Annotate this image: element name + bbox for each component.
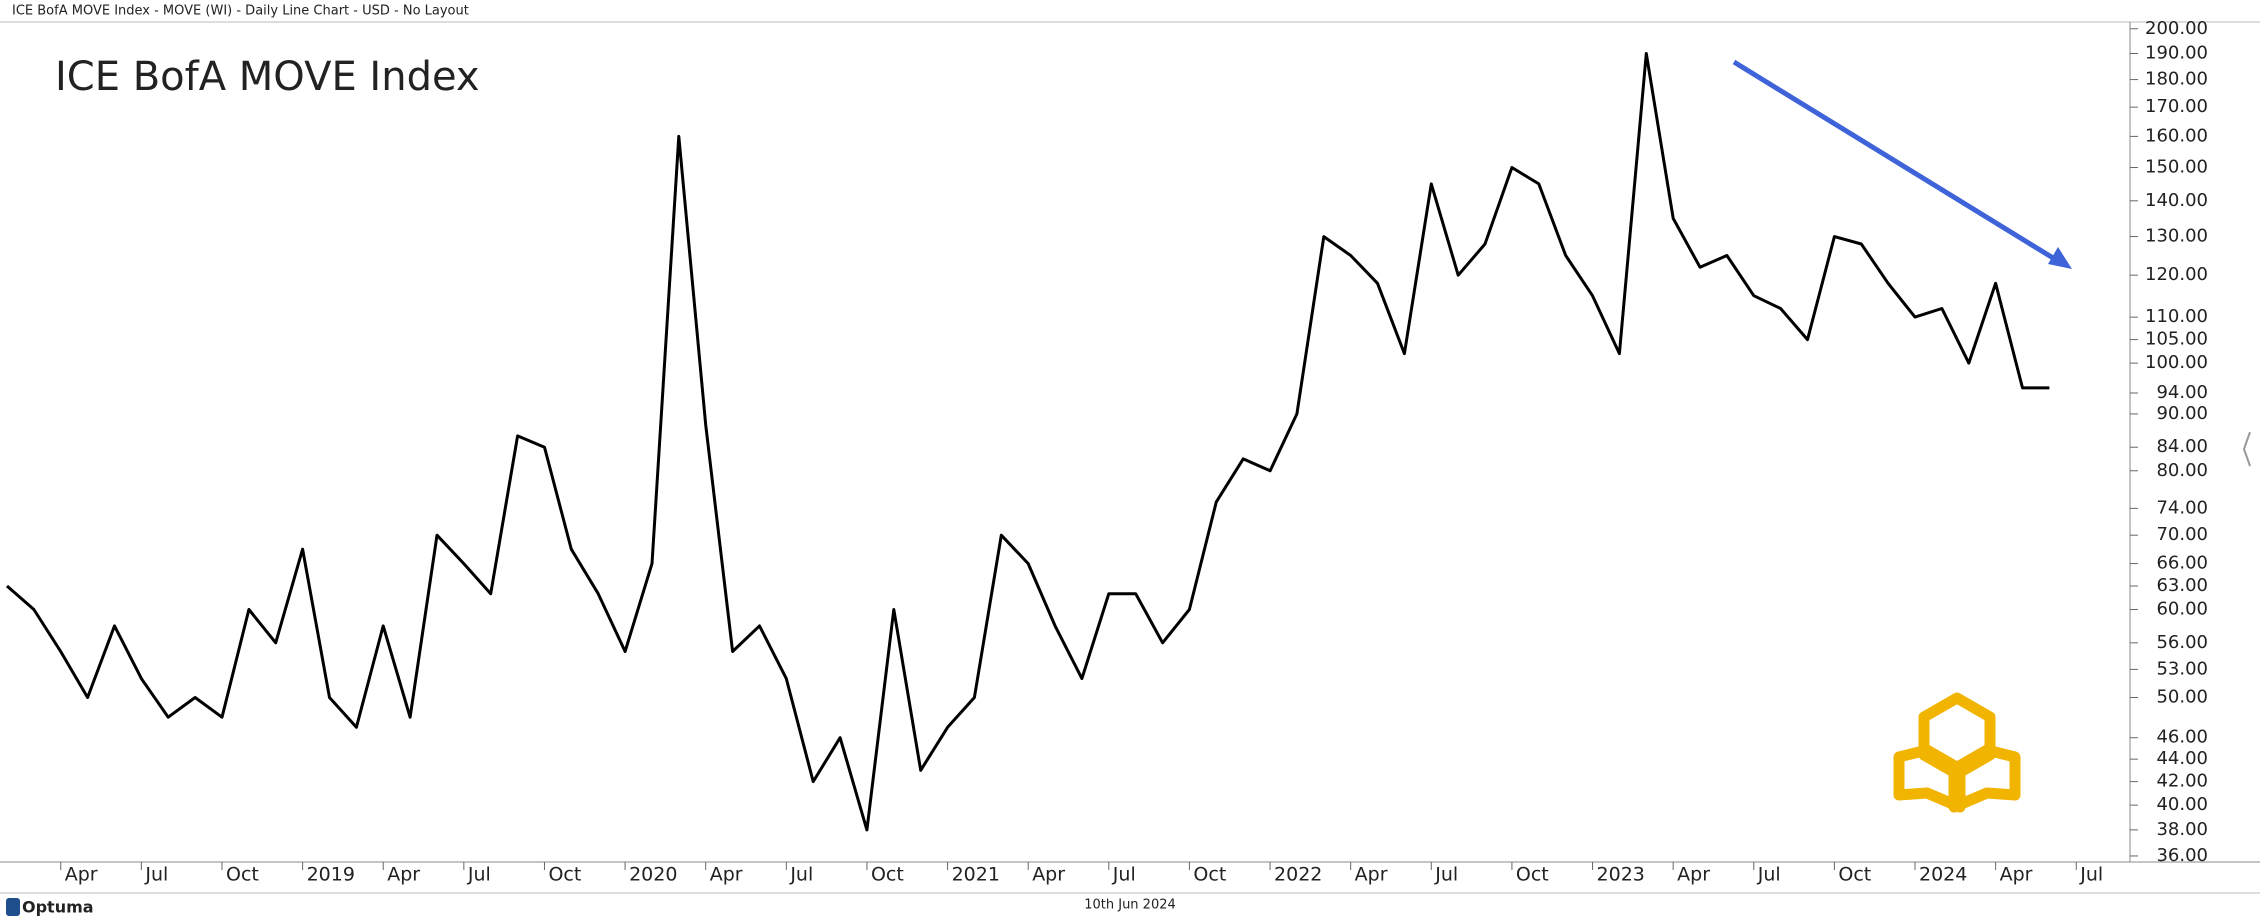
- brand-icon: [6, 898, 20, 916]
- x-tick-label: Apr: [2000, 864, 2033, 886]
- y-tick-label: 38.00: [2156, 819, 2208, 840]
- x-tick-label: Apr: [710, 864, 743, 886]
- y-tick-label: 36.00: [2156, 845, 2208, 866]
- y-tick-label: 120.00: [2145, 264, 2208, 285]
- watermark-logo: [1893, 692, 2021, 813]
- x-tick-label: Apr: [387, 864, 420, 886]
- x-tick-label: Oct: [1516, 864, 1549, 886]
- y-tick-label: 46.00: [2156, 727, 2208, 748]
- x-tick-label: Apr: [1355, 864, 1388, 886]
- x-tick-label: Jul: [1434, 864, 1458, 886]
- y-tick-label: 200.00: [2145, 18, 2208, 39]
- y-tick-label: 160.00: [2145, 125, 2208, 146]
- y-tick-label: 84.00: [2156, 436, 2208, 457]
- x-tick-label: Oct: [226, 864, 259, 886]
- chart-title: ICE BofA MOVE Index: [55, 54, 480, 100]
- x-tick-label: Jul: [144, 864, 168, 886]
- y-tick-label: 180.00: [2145, 69, 2208, 90]
- x-tick-label: Jul: [1757, 864, 1781, 886]
- price-line: [6, 52, 2050, 832]
- y-tick-label: 94.00: [2156, 382, 2208, 403]
- y-tick-label: 80.00: [2156, 460, 2208, 481]
- header: ICE BofA MOVE Index - MOVE (WI) - Daily …: [12, 4, 469, 19]
- y-tick-label: 56.00: [2156, 632, 2208, 653]
- y-tick-label: 130.00: [2145, 226, 2208, 247]
- x-tick-label: Apr: [65, 864, 98, 886]
- panel-toggle[interactable]: [2242, 431, 2251, 467]
- x-tick-label: 2021: [952, 864, 1000, 886]
- y-tick-label: 190.00: [2145, 42, 2208, 63]
- x-tick-label: Jul: [1112, 864, 1136, 886]
- x-tick-label: Oct: [871, 864, 904, 886]
- y-tick-label: 140.00: [2145, 190, 2208, 211]
- x-tick-label: Jul: [467, 864, 491, 886]
- y-tick-label: 50.00: [2156, 686, 2208, 707]
- x-tick-label: Apr: [1032, 864, 1065, 886]
- footer: [0, 893, 2260, 922]
- footer-date: 10th Jun 2024: [1084, 898, 1176, 913]
- x-tick-label: 2020: [629, 864, 677, 886]
- x-tick-label: 2023: [1597, 864, 1645, 886]
- y-tick-label: 105.00: [2145, 329, 2208, 350]
- y-tick-label: 44.00: [2156, 748, 2208, 769]
- y-tick-label: 63.00: [2156, 575, 2208, 596]
- y-tick-label: 53.00: [2156, 658, 2208, 679]
- y-tick-label: 70.00: [2156, 524, 2208, 545]
- y-tick-label: 90.00: [2156, 403, 2208, 424]
- x-tick-label: 2024: [1919, 864, 1967, 886]
- brand: Optuma: [22, 898, 94, 917]
- y-tick-label: 150.00: [2145, 157, 2208, 178]
- x-tick-label: Jul: [789, 864, 813, 886]
- y-tick-label: 100.00: [2145, 352, 2208, 373]
- y-tick-label: 74.00: [2156, 497, 2208, 518]
- x-tick-label: Oct: [1193, 864, 1226, 886]
- trend-arrow: [1732, 59, 2072, 269]
- y-tick-label: 110.00: [2145, 306, 2208, 327]
- x-tick-label: Apr: [1677, 864, 1710, 886]
- x-tick-label: 2019: [307, 864, 355, 886]
- x-tick-label: Oct: [548, 864, 581, 886]
- x-tick-label: Jul: [2079, 864, 2103, 886]
- y-tick-label: 42.00: [2156, 771, 2208, 792]
- y-tick-label: 60.00: [2156, 599, 2208, 620]
- x-tick-label: 2022: [1274, 864, 1322, 886]
- y-tick-label: 40.00: [2156, 794, 2208, 815]
- y-tick-label: 170.00: [2145, 96, 2208, 117]
- x-tick-label: Oct: [1838, 864, 1871, 886]
- y-tick-label: 66.00: [2156, 553, 2208, 574]
